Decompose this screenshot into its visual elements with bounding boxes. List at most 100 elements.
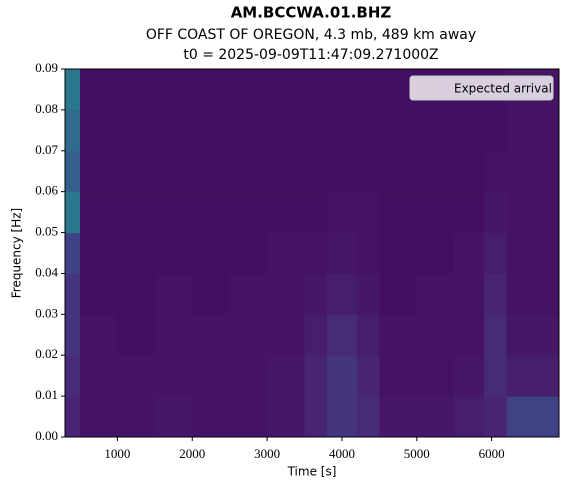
heatmap-cell (154, 273, 193, 315)
heatmap-cell (506, 355, 560, 397)
heatmap-cell (326, 273, 358, 315)
y-tick-label: 0.07 (35, 142, 58, 157)
heatmap-cell (454, 109, 485, 152)
y-tick-label: 0.03 (35, 305, 58, 320)
heatmap-cell (117, 69, 156, 111)
heatmap-cell (506, 232, 560, 274)
heatmap-cell (356, 69, 380, 111)
heatmap-cell (304, 355, 328, 397)
heatmap-cell (326, 150, 358, 193)
heatmap-cell (506, 396, 560, 438)
x-tick-label: 4000 (329, 446, 355, 461)
plot-frame (64, 68, 560, 438)
heatmap-cell (79, 355, 118, 397)
heatmap-cell (416, 273, 455, 315)
heatmap-cell (506, 273, 560, 315)
heatmap-cell (304, 314, 328, 356)
heatmap-cell (192, 150, 231, 193)
y-tick-label: 0.09 (35, 60, 58, 75)
heatmap-cell (484, 314, 508, 356)
x-tick-label: 5000 (404, 446, 430, 461)
heatmap-cell (326, 314, 358, 356)
heatmap-cell (154, 150, 193, 193)
heatmap-cell (79, 191, 118, 234)
heatmap-cell (416, 355, 455, 397)
heatmap-cell (267, 232, 306, 274)
heatmap-cell (229, 109, 268, 152)
heatmap-cell (304, 396, 328, 438)
heatmap-cell (379, 109, 418, 152)
heatmap-cell (304, 273, 328, 315)
heatmap-cell (117, 273, 156, 315)
heatmap-cell (304, 109, 328, 152)
heatmap-cell (229, 396, 268, 438)
heatmap-cell (356, 314, 380, 356)
x-tick-label: 6000 (479, 446, 505, 461)
heatmap-cell (454, 191, 485, 234)
heatmap-cell (304, 232, 328, 274)
y-tick-label: 0.00 (35, 428, 58, 443)
heatmap-cell (379, 232, 418, 274)
heatmap-cell (79, 314, 118, 356)
heatmap-cell (65, 191, 81, 234)
heatmap-cell (154, 396, 193, 438)
heatmap-cell (356, 396, 380, 438)
heatmap-cell (267, 355, 306, 397)
heatmap-cell (65, 109, 81, 152)
heatmap-cell (117, 232, 156, 274)
x-tick-label: 2000 (179, 446, 205, 461)
heatmap-cell (416, 150, 455, 193)
heatmap-cell (484, 396, 508, 438)
legend-box (409, 75, 554, 101)
heatmap-cell (484, 355, 508, 397)
heatmap-cell (326, 109, 358, 152)
heatmap-cell (506, 150, 560, 193)
heatmap-cell (416, 314, 455, 356)
heatmap-cell (356, 273, 380, 315)
heatmap-cell (484, 232, 508, 274)
y-tick-label: 0.06 (35, 183, 58, 198)
heatmap-cell (326, 396, 358, 438)
heatmap-cell (65, 232, 81, 274)
heatmap-cell (79, 396, 118, 438)
heatmap-cell (484, 191, 508, 234)
heatmap-cell (117, 396, 156, 438)
heatmap-cell (326, 232, 358, 274)
heatmap-cell (304, 191, 328, 234)
heatmap-cell (229, 355, 268, 397)
heatmap-cell (192, 232, 231, 274)
heatmap-cell (304, 150, 328, 193)
heatmap-cell (65, 69, 81, 111)
heatmap (65, 69, 560, 438)
heatmap-cell (454, 355, 485, 397)
heatmap-cell (154, 314, 193, 356)
heatmap-cell (65, 396, 81, 438)
heatmap-cell (117, 150, 156, 193)
heatmap-cell (154, 355, 193, 397)
heatmap-cell (484, 109, 508, 152)
heatmap-cell (454, 232, 485, 274)
chart-title: AM.BCCWA.01.BHZ (231, 4, 392, 22)
heatmap-cell (416, 109, 455, 152)
heatmap-cell (192, 396, 231, 438)
heatmap-cell (79, 273, 118, 315)
heatmap-cell (506, 109, 560, 152)
heatmap-cell (154, 191, 193, 234)
heatmap-cell (192, 191, 231, 234)
heatmap-cell (229, 69, 268, 111)
y-tick-label: 0.05 (35, 224, 58, 239)
heatmap-cell (416, 396, 455, 438)
heatmap-cell (267, 69, 306, 111)
heatmap-cell (506, 314, 560, 356)
heatmap-cell (356, 355, 380, 397)
heatmap-cell (416, 191, 455, 234)
heatmap-cell (154, 69, 193, 111)
y-tick-label: 0.08 (35, 101, 58, 116)
heatmap-cell (229, 150, 268, 193)
heatmap-cell (79, 69, 118, 111)
heatmap-cell (379, 191, 418, 234)
heatmap-cell (267, 191, 306, 234)
heatmap-cell (379, 150, 418, 193)
heatmap-cell (379, 273, 418, 315)
